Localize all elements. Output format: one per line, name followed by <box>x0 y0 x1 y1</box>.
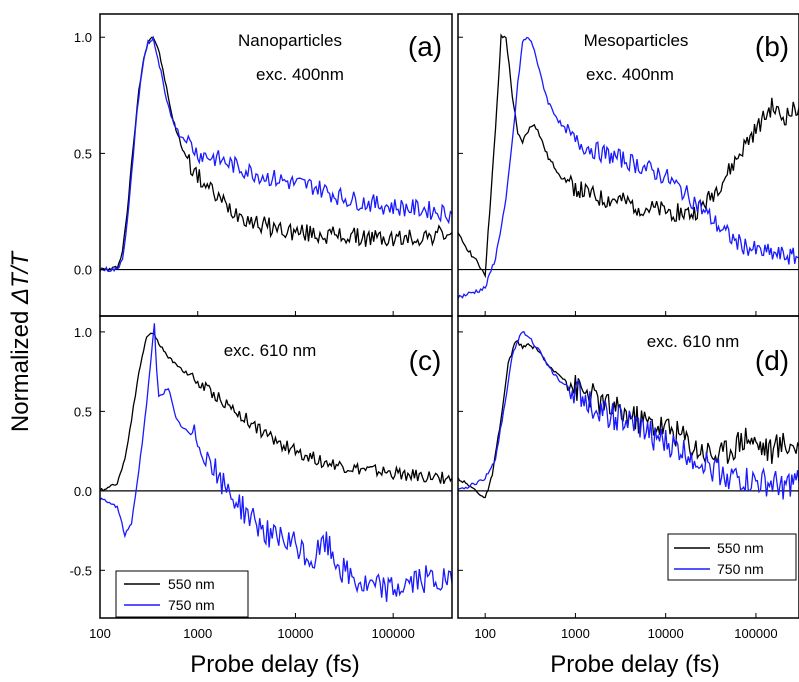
panel-annotation: exc. 400nm <box>256 65 344 84</box>
legend-right: 550 nm 750 nm <box>667 533 797 581</box>
y-tick-label: 0.0 <box>74 484 92 499</box>
series-550-nm <box>100 332 452 492</box>
legend-left-label-550: 550 nm <box>168 576 215 592</box>
y-tick-label: 0.5 <box>74 404 92 419</box>
x-tick-label: 100 <box>89 626 111 641</box>
series-750-nm <box>100 35 452 273</box>
x-tick-label: 10000 <box>277 626 313 641</box>
panel-a: 1.0 0.5 0.0 Nanoparticles exc. 400nm (a) <box>74 13 453 317</box>
series-750-nm <box>100 323 452 602</box>
x-tick-label: 100000 <box>734 626 777 641</box>
panel-annotation: Nanoparticles <box>238 31 342 50</box>
x-tick-label: 1000 <box>183 626 212 641</box>
panel-frame <box>99 315 453 619</box>
x-axis-title-right: Probe delay (fs) <box>550 651 719 678</box>
panel-label: (b) <box>755 31 789 62</box>
series-550-nm <box>100 36 452 272</box>
legend-left-label-750: 750 nm <box>168 597 215 613</box>
x-tick-label: 100000 <box>371 626 414 641</box>
panel-annotation: exc. 610 nm <box>647 332 740 351</box>
y-tick-label: 1.0 <box>74 30 92 45</box>
panel-frame <box>99 13 453 317</box>
y-axis-title: Normalized ΔT/T <box>7 250 34 432</box>
legend-left-box <box>115 570 249 618</box>
x-tick-label: 10000 <box>648 626 684 641</box>
y-axis-title-math: ΔT/T <box>7 250 34 305</box>
y-tick-label: 1.0 <box>74 325 92 340</box>
panels: 1.0 0.5 0.0 Nanoparticles exc. 400nm (a) Mesop… <box>70 13 799 641</box>
legend-right-box <box>667 533 797 581</box>
panel-c: 1.0 0.5 0.0 -0.5 100 1000 10000 100000 exc. 610 … <box>70 315 453 641</box>
panel-annotation: exc. 400nm <box>586 65 674 84</box>
x-tick-label: 100 <box>474 626 496 641</box>
y-tick-label: 0.0 <box>74 263 92 278</box>
x-tick-label: 1000 <box>561 626 590 641</box>
panel-annotation: exc. 610 nm <box>224 341 317 360</box>
panel-label: (a) <box>408 31 442 62</box>
panel-label: (c) <box>409 345 442 376</box>
panel-frame <box>457 315 799 619</box>
legend-right-label-750: 750 nm <box>717 561 764 577</box>
legend-right-label-550: 550 nm <box>717 540 764 556</box>
panel-b: Mesoparticles exc. 400nm (b) <box>457 13 799 317</box>
series-750-nm <box>458 36 799 300</box>
x-axis-title-left: Probe delay (fs) <box>190 651 359 678</box>
y-tick-label: -0.5 <box>70 563 92 578</box>
panel-annotation: Mesoparticles <box>584 31 689 50</box>
legend-left: 550 nm 750 nm <box>115 570 249 618</box>
y-tick-label: 0.5 <box>74 146 92 161</box>
y-axis-title-prefix: Normalized <box>7 304 34 432</box>
panel-d: 100 1000 10000 100000 exc. 610 nm (d) <box>457 315 799 641</box>
series-750-nm <box>458 331 799 500</box>
panel-label: (d) <box>755 345 789 376</box>
